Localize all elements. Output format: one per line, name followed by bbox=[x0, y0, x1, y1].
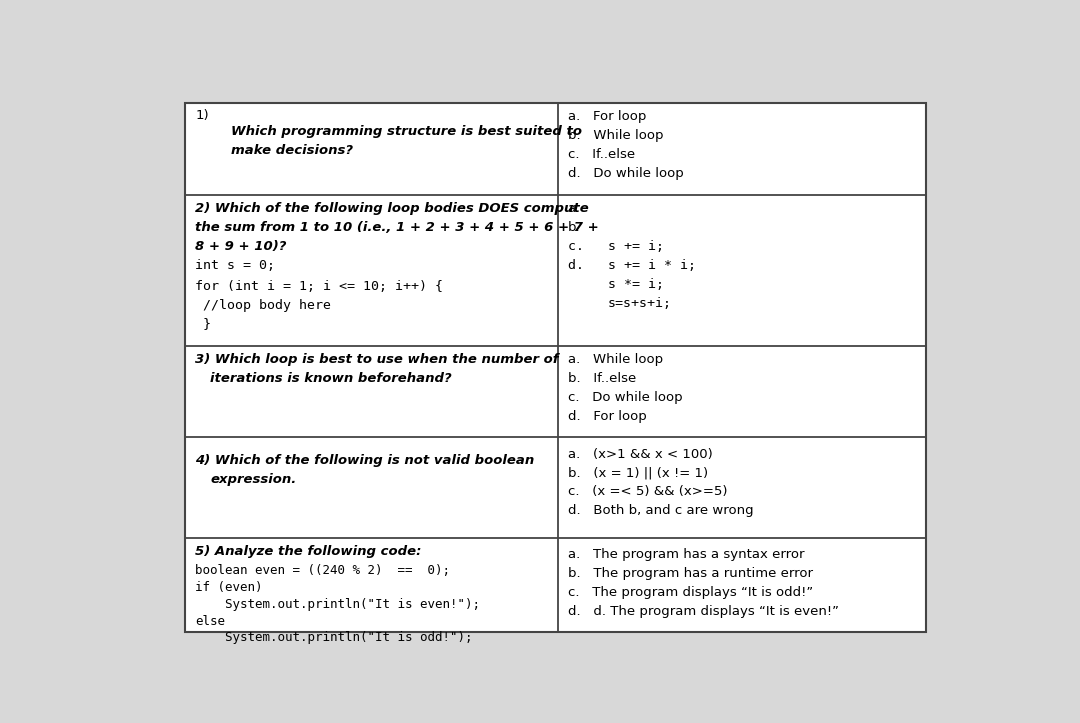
Text: c.   (x =< 5) && (x>=5): c. (x =< 5) && (x>=5) bbox=[568, 485, 727, 498]
Text: for (int i = 1; i <= 10; i++) {: for (int i = 1; i <= 10; i++) { bbox=[195, 280, 443, 293]
Text: b.   If..else: b. If..else bbox=[568, 372, 636, 385]
Text: }: } bbox=[195, 317, 212, 330]
Text: d.   Both b, and c are wrong: d. Both b, and c are wrong bbox=[568, 505, 754, 517]
Text: //loop body here: //loop body here bbox=[195, 299, 332, 312]
Text: 3) Which loop is best to use when the number of: 3) Which loop is best to use when the nu… bbox=[195, 354, 558, 367]
Text: 8 + 9 + 10)?: 8 + 9 + 10)? bbox=[195, 240, 286, 253]
Text: c.   Do while loop: c. Do while loop bbox=[568, 391, 683, 404]
Text: else: else bbox=[195, 615, 226, 628]
Text: Which programming structure is best suited to: Which programming structure is best suit… bbox=[231, 124, 582, 137]
Text: 2) Which of the following loop bodies DOES compute: 2) Which of the following loop bodies DO… bbox=[195, 202, 589, 215]
Text: a.   The program has a syntax error: a. The program has a syntax error bbox=[568, 548, 805, 561]
Text: a.: a. bbox=[568, 202, 580, 215]
Text: d.   s += i * i;: d. s += i * i; bbox=[568, 259, 696, 272]
Text: a.   (x>1 && x < 100): a. (x>1 && x < 100) bbox=[568, 448, 713, 461]
Text: d.   For loop: d. For loop bbox=[568, 410, 647, 423]
Text: b.   While loop: b. While loop bbox=[568, 129, 663, 142]
Text: c.   If..else: c. If..else bbox=[568, 148, 635, 161]
Text: if (even): if (even) bbox=[195, 581, 262, 594]
Text: b.: b. bbox=[568, 221, 580, 234]
Text: System.out.println("It is odd!");: System.out.println("It is odd!"); bbox=[195, 631, 473, 644]
Text: expression.: expression. bbox=[211, 473, 297, 486]
Text: s=s+s+i;: s=s+s+i; bbox=[608, 296, 672, 309]
Text: b.   The program has a runtime error: b. The program has a runtime error bbox=[568, 567, 813, 580]
Text: a.   While loop: a. While loop bbox=[568, 354, 663, 367]
Text: s *= i;: s *= i; bbox=[608, 278, 664, 291]
Text: c.   s += i;: c. s += i; bbox=[568, 240, 664, 253]
Text: c.   The program displays “It is odd!”: c. The program displays “It is odd!” bbox=[568, 586, 813, 599]
Text: int s = 0;: int s = 0; bbox=[195, 259, 275, 272]
Text: d.   Do while loop: d. Do while loop bbox=[568, 167, 684, 180]
Text: boolean even = ((240 % 2)  ==  0);: boolean even = ((240 % 2) == 0); bbox=[195, 565, 450, 578]
Text: a.   For loop: a. For loop bbox=[568, 110, 646, 123]
Text: d.   d. The program displays “It is even!”: d. d. The program displays “It is even!” bbox=[568, 604, 839, 617]
Text: 4) Which of the following is not valid boolean: 4) Which of the following is not valid b… bbox=[195, 454, 535, 467]
Text: make decisions?: make decisions? bbox=[231, 144, 353, 157]
Bar bbox=[186, 103, 926, 633]
Text: 5) Analyze the following code:: 5) Analyze the following code: bbox=[195, 545, 421, 558]
Text: iterations is known beforehand?: iterations is known beforehand? bbox=[211, 372, 451, 385]
Text: b.   (x = 1) || (x != 1): b. (x = 1) || (x != 1) bbox=[568, 466, 707, 479]
Text: System.out.println("It is even!");: System.out.println("It is even!"); bbox=[195, 598, 481, 611]
Text: the sum from 1 to 10 (i.e., 1 + 2 + 3 + 4 + 5 + 6 + 7 +: the sum from 1 to 10 (i.e., 1 + 2 + 3 + … bbox=[195, 221, 599, 234]
Text: 1): 1) bbox=[195, 109, 208, 122]
